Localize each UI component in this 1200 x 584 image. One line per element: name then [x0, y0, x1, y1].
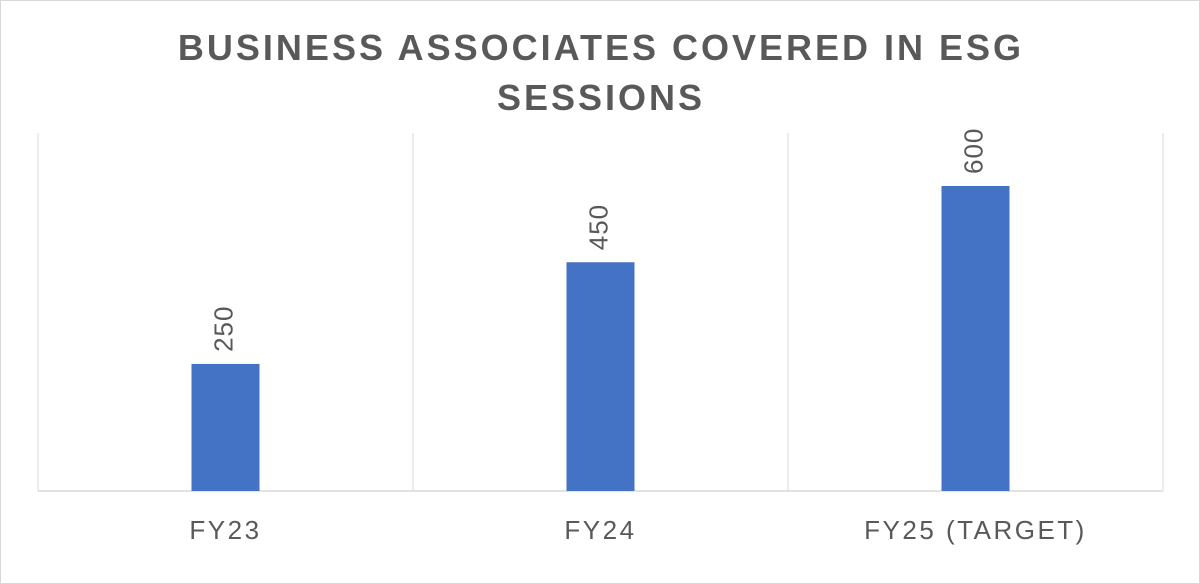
- bar: [941, 186, 1010, 491]
- value-label: 250: [208, 306, 238, 352]
- value-label: 600: [958, 128, 988, 174]
- bar: [191, 363, 260, 491]
- bar: [566, 262, 635, 491]
- x-tick-label: FY25 (TARGET): [864, 515, 1087, 545]
- chart-title: BUSINESS ASSOCIATES COVERED IN ESG SESSI…: [177, 27, 1025, 118]
- value-label: 450: [583, 204, 613, 250]
- x-tick-label: FY24: [564, 515, 636, 545]
- x-tick-label: FY23: [189, 515, 261, 545]
